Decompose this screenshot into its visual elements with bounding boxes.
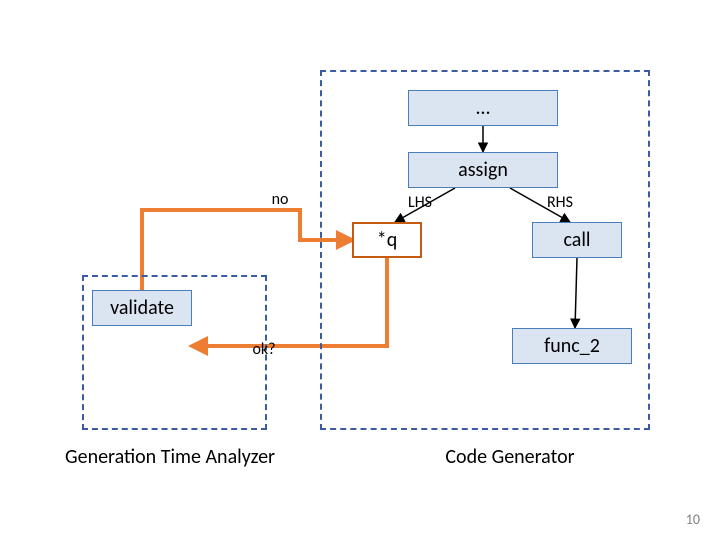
label-rhs-text: RHS <box>547 193 573 212</box>
label-ok-text: ok? <box>252 340 275 359</box>
label-ok: ok? <box>244 340 284 359</box>
node-func2: func_2 <box>512 328 632 364</box>
node-func2-label: func_2 <box>544 334 600 358</box>
label-no-text: no <box>272 190 289 209</box>
node-validate: validate <box>92 290 192 326</box>
node-assign-label: assign <box>458 158 508 182</box>
node-assign: assign <box>408 152 558 188</box>
node-starq-label: *q <box>377 228 397 252</box>
node-call: call <box>532 222 622 258</box>
label-no: no <box>260 190 300 209</box>
node-starq: *q <box>352 222 422 258</box>
node-validate-label: validate <box>110 296 174 320</box>
label-rhs: RHS <box>540 193 580 212</box>
node-call-label: call <box>563 228 590 252</box>
label-cap_right-text: Code Generator <box>445 445 574 469</box>
label-cap_left: Generation Time Analyzer <box>40 445 300 469</box>
page-number: 10 <box>686 511 700 528</box>
node-dots: … <box>408 90 558 126</box>
label-cap_left-text: Generation Time Analyzer <box>65 445 275 469</box>
label-lhs-text: LHS <box>408 193 432 212</box>
page-number-text: 10 <box>686 511 700 528</box>
label-cap_right: Code Generator <box>400 445 620 469</box>
node-dots-label: … <box>476 96 490 120</box>
label-lhs: LHS <box>400 193 440 212</box>
